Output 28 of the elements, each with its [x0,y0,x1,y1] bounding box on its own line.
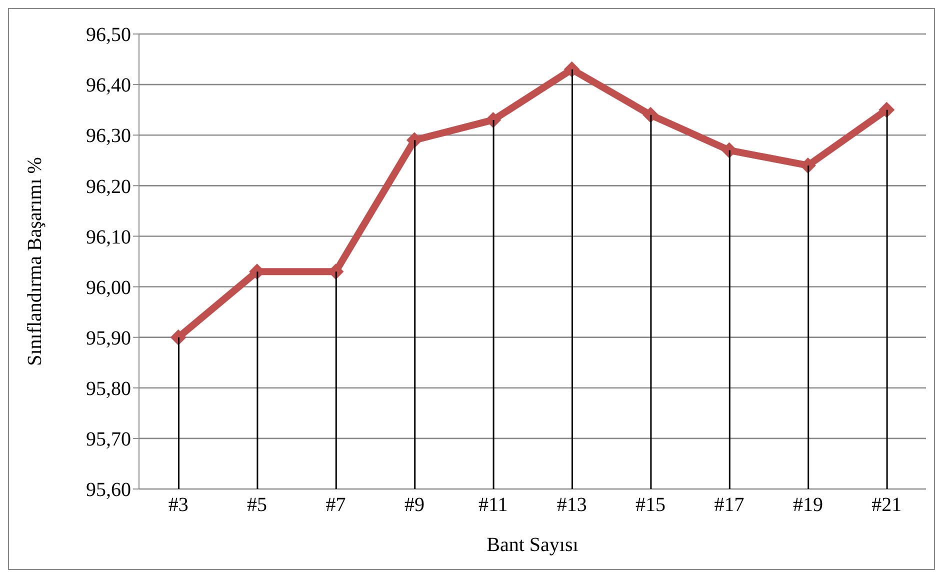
y-tick-label: 95,60 [86,479,131,502]
y-tick-label: 96,10 [86,226,131,248]
point [406,132,422,148]
y-tick-label: 96,30 [86,125,131,148]
point [878,102,895,118]
y-axis-title: Sınıflandırma Başarımı % [24,157,46,366]
x-tick-label: #11 [478,494,508,516]
point [170,329,186,346]
x-tick-label: #15 [636,494,666,516]
x-tick-label: #13 [556,494,587,516]
y-tick-label: 95,90 [86,327,131,350]
y-tick-label: 96,00 [86,276,131,299]
y-tick-label: 95,70 [86,428,131,451]
x-tick-label: #17 [714,494,744,516]
x-tick-label: #7 [326,494,346,516]
x-tick-label: #5 [247,494,268,516]
x-tick-label: #19 [792,494,823,516]
x-tick-label: #3 [168,494,188,516]
x-tick-label: #21 [872,494,902,516]
point [642,106,659,123]
y-tick-label: 96,40 [86,74,131,97]
y-tick-label: 95,80 [86,378,131,400]
y-tick-label: 96,20 [86,176,131,198]
x-tick-label: #9 [404,494,424,516]
x-axis-title: Bant Sayısı [486,534,579,556]
y-tick-label: 96,50 [86,24,131,46]
point [564,61,580,78]
point [485,112,502,128]
